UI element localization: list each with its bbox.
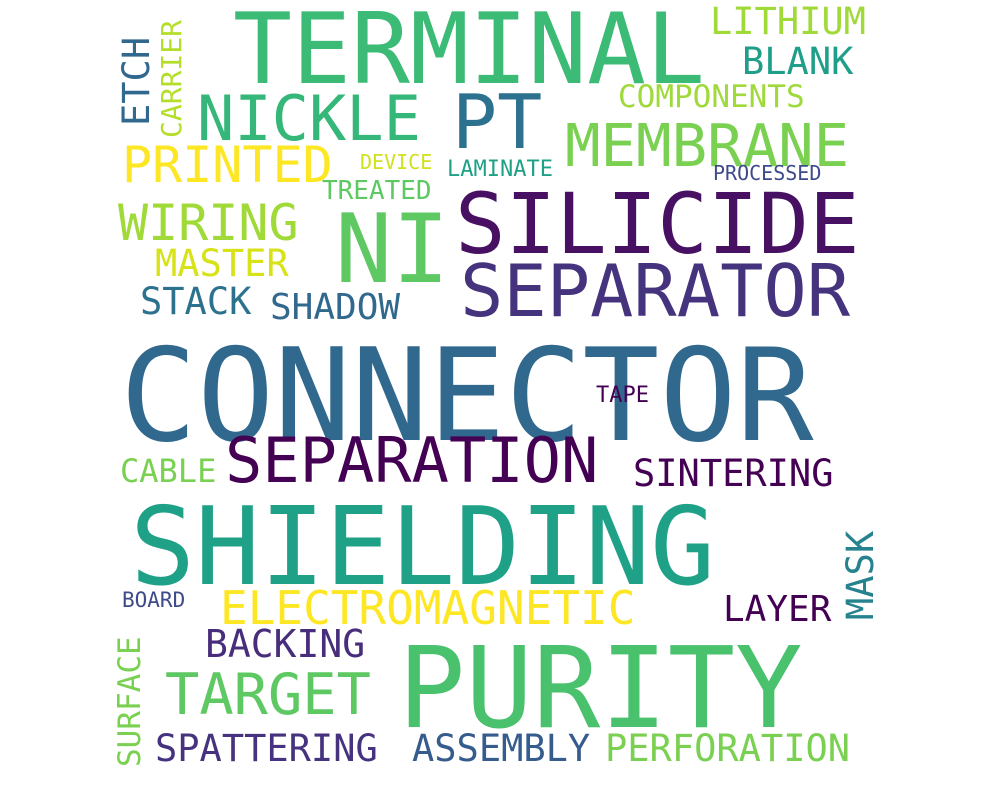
word-shielding: SHIELDING [130, 485, 716, 610]
word-separation: SEPARATION [225, 424, 599, 497]
word-sintering: SINTERING [633, 452, 834, 495]
word-laminate: LAMINATE [447, 157, 553, 182]
word-target: TARGET [165, 662, 371, 728]
word-wiring: WIRING [118, 194, 299, 252]
word-cable: CABLE [120, 452, 217, 490]
word-shadow: SHADOW [270, 287, 401, 328]
word-mask: MASK [839, 530, 882, 620]
word-lithium: LITHIUM [710, 0, 866, 43]
word-printed: PRINTED [122, 136, 333, 194]
word-pt: PT [452, 78, 543, 166]
word-ni: NI [335, 195, 450, 305]
word-purity: PURITY [398, 624, 803, 754]
word-stack: STACK [140, 280, 252, 323]
word-silicide: SILICIDE [455, 175, 860, 273]
word-backing: BACKING [205, 622, 366, 666]
word-perforation: PERFORATION [605, 727, 851, 770]
word-carrier: CARRIER [155, 19, 188, 138]
word-components: COMPONENTS [618, 79, 805, 115]
word-master: MASTER [155, 242, 289, 285]
word-terminal: TERMINAL [233, 0, 706, 107]
word-board: BOARD [122, 588, 186, 612]
word-nickle: NICKLE [197, 82, 421, 155]
word-etch: ETCH [115, 36, 158, 126]
word-connector: CONNECTOR [120, 322, 814, 471]
word-processed: PROCESSED [713, 161, 822, 185]
word-surface: SURFACE [112, 636, 148, 767]
word-treated: TREATED [322, 176, 432, 206]
word-device: DEVICE [360, 150, 433, 174]
word-separator: SEPARATOR [460, 249, 851, 333]
word-tape: TAPE [596, 383, 649, 408]
word-blank: BLANK [742, 40, 854, 83]
word-assembly: ASSEMBLY [412, 727, 591, 770]
word-membrane: MEMBRANE [565, 111, 850, 180]
word-electromagnetic: ELECTROMAGNETIC [220, 581, 636, 635]
word-layer: LAYER [723, 589, 832, 630]
word-spattering: SPATTERING [155, 727, 378, 770]
